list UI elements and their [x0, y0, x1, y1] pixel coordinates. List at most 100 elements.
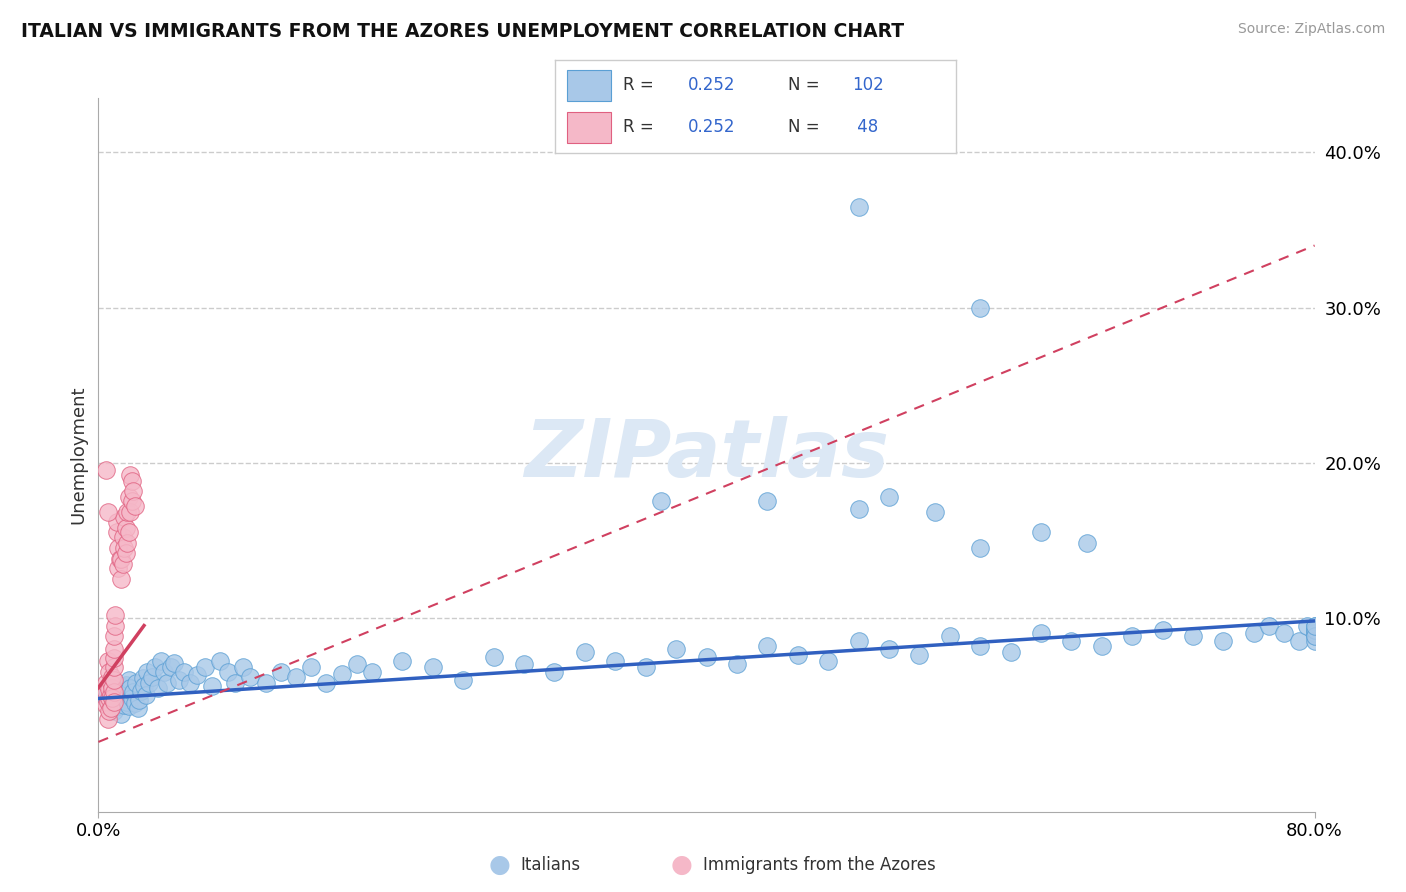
Point	[96, 695, 118, 709]
Point	[125, 676, 148, 690]
Point	[696, 649, 718, 664]
Point	[114, 687, 136, 701]
Point	[453, 673, 475, 687]
Point	[817, 654, 839, 668]
Point	[330, 666, 353, 681]
Point	[111, 557, 134, 571]
Point	[98, 665, 121, 679]
Text: Italians: Italians	[520, 856, 581, 874]
Point	[1091, 639, 1114, 653]
Point	[104, 695, 127, 709]
Point	[100, 700, 122, 714]
Point	[135, 689, 157, 703]
Point	[924, 505, 946, 519]
Point	[634, 660, 657, 674]
Point	[969, 639, 991, 653]
Point	[756, 639, 779, 653]
Point	[141, 670, 163, 684]
Point	[132, 679, 155, 693]
Point	[94, 698, 117, 712]
Point	[285, 670, 308, 684]
Point	[103, 651, 125, 665]
Point	[117, 695, 139, 709]
Point	[117, 536, 139, 550]
Point	[103, 683, 125, 698]
Point	[107, 561, 129, 575]
Point	[391, 654, 413, 668]
Point	[969, 541, 991, 555]
Text: Immigrants from the Azores: Immigrants from the Azores	[703, 856, 936, 874]
Point	[361, 665, 384, 679]
Point	[1060, 634, 1083, 648]
Point	[482, 649, 505, 664]
Point	[103, 704, 125, 718]
Point	[1076, 536, 1098, 550]
Point	[118, 699, 141, 714]
Point	[186, 668, 208, 682]
Point	[1303, 629, 1326, 643]
Point	[143, 660, 166, 674]
Point	[121, 475, 143, 489]
Point	[100, 676, 122, 690]
Point	[112, 510, 135, 524]
Point	[217, 665, 239, 679]
Point	[908, 648, 931, 662]
Point	[969, 301, 991, 315]
Point	[101, 691, 124, 706]
Text: ITALIAN VS IMMIGRANTS FROM THE AZORES UNEMPLOYMENT CORRELATION CHART: ITALIAN VS IMMIGRANTS FROM THE AZORES UN…	[21, 22, 904, 41]
Point	[122, 483, 145, 498]
Point	[1029, 626, 1052, 640]
Point	[1303, 626, 1326, 640]
Point	[543, 665, 565, 679]
Point	[108, 552, 131, 566]
Point	[118, 673, 141, 687]
Bar	[568, 112, 612, 143]
Point	[103, 660, 125, 674]
Point	[96, 685, 118, 699]
Point	[118, 525, 141, 540]
Point	[156, 676, 179, 690]
Point	[1029, 525, 1052, 540]
Point	[108, 693, 131, 707]
Point	[160, 660, 183, 674]
Point	[1212, 634, 1234, 648]
Point	[101, 698, 124, 712]
Point	[96, 654, 118, 668]
Text: R =: R =	[623, 119, 659, 136]
Text: ●: ●	[671, 854, 693, 877]
Point	[103, 685, 125, 699]
Point	[105, 689, 128, 703]
Point	[1121, 629, 1143, 643]
Point	[114, 521, 136, 535]
Text: ZIPatlas: ZIPatlas	[524, 416, 889, 494]
Point	[1243, 626, 1265, 640]
Point	[122, 685, 145, 699]
Point	[152, 665, 174, 679]
Point	[173, 665, 195, 679]
Point	[107, 699, 129, 714]
Point	[1000, 645, 1022, 659]
Point	[101, 670, 124, 684]
Point	[848, 200, 870, 214]
Point	[103, 695, 125, 709]
Point	[110, 706, 132, 721]
Point	[848, 502, 870, 516]
Point	[1303, 624, 1326, 638]
Point	[270, 665, 292, 679]
Point	[877, 490, 900, 504]
Point	[124, 696, 146, 710]
Point	[650, 494, 672, 508]
Point	[201, 679, 224, 693]
Text: N =: N =	[787, 119, 825, 136]
Point	[112, 541, 135, 555]
Point	[104, 618, 127, 632]
Point	[149, 654, 172, 668]
Point	[1182, 629, 1205, 643]
Point	[128, 693, 150, 707]
Point	[315, 676, 337, 690]
Point	[111, 690, 134, 704]
Point	[299, 660, 322, 674]
Point	[163, 656, 186, 670]
Point	[513, 657, 536, 672]
Text: ●: ●	[488, 854, 510, 877]
